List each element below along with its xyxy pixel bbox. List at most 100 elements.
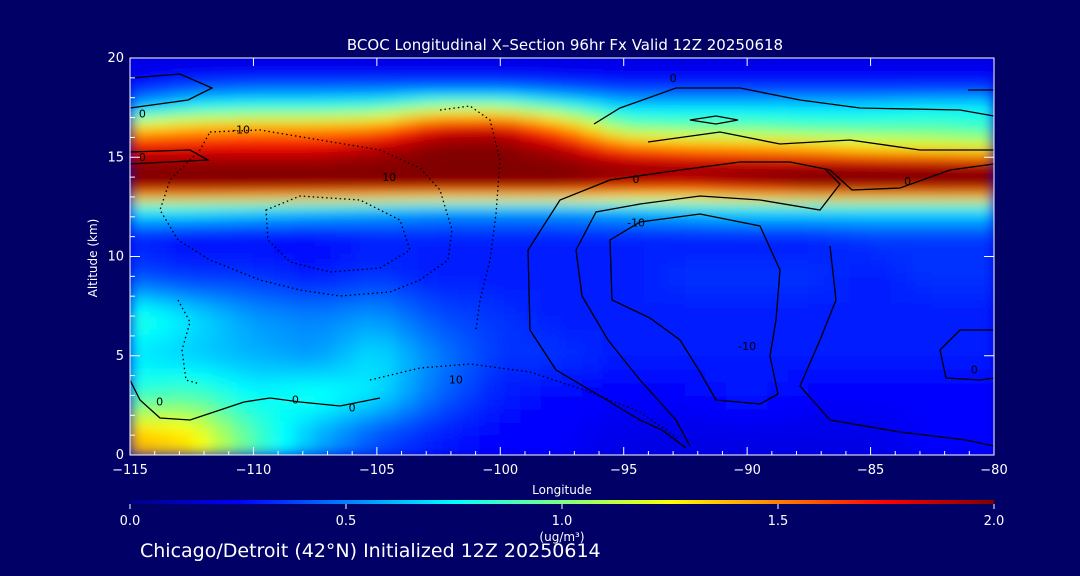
field-cell xyxy=(294,275,316,291)
field-cell xyxy=(952,216,974,228)
field-cell xyxy=(479,328,501,344)
field-cell xyxy=(808,80,830,89)
field-cell xyxy=(972,140,994,148)
field-cell xyxy=(972,179,994,188)
field-cell xyxy=(170,133,193,142)
field-cell xyxy=(335,236,357,251)
field-cell xyxy=(767,206,789,218)
field-cell xyxy=(396,87,419,95)
field-cell xyxy=(232,93,254,102)
field-cell xyxy=(252,394,275,410)
field-cell xyxy=(417,120,440,128)
field-cell xyxy=(808,289,830,304)
field-cell xyxy=(458,216,481,228)
field-cell xyxy=(540,236,563,251)
field-cell xyxy=(376,93,398,102)
field-cell xyxy=(582,140,604,148)
field-cell xyxy=(705,275,728,291)
field-cell xyxy=(232,368,254,383)
field-cell xyxy=(643,166,666,175)
field-cell xyxy=(684,153,707,162)
field-cell xyxy=(130,289,152,304)
field-cell xyxy=(499,275,522,291)
field-cell xyxy=(643,302,666,317)
field-cell xyxy=(294,342,316,357)
field-cell xyxy=(499,368,522,383)
colorbar-tick-label: 0.5 xyxy=(336,514,357,529)
field-cell xyxy=(849,368,872,383)
field-cell xyxy=(623,146,645,155)
field-cell xyxy=(582,93,604,102)
field-cell xyxy=(582,289,604,304)
field-cell xyxy=(849,186,872,195)
field-cell xyxy=(191,315,213,330)
field-cell xyxy=(746,80,769,89)
field-cell xyxy=(355,173,378,181)
field-cell xyxy=(376,67,398,76)
field-cell xyxy=(520,58,542,69)
field-cell xyxy=(499,113,522,122)
field-cell xyxy=(335,434,357,455)
field-cell xyxy=(294,160,316,168)
field-cell xyxy=(191,206,213,218)
field-cell xyxy=(417,394,440,410)
field-cell xyxy=(130,140,152,148)
field-cell xyxy=(540,58,563,69)
field-cell xyxy=(417,328,440,344)
field-cell xyxy=(355,140,378,148)
field-cell xyxy=(479,160,501,168)
field-cell xyxy=(684,368,707,383)
field-cell xyxy=(828,275,851,291)
field-cell xyxy=(890,394,913,410)
field-cell xyxy=(314,186,337,195)
field-cell xyxy=(849,179,872,188)
field-cell xyxy=(211,381,234,396)
field-cell xyxy=(561,173,584,181)
field-cell xyxy=(376,315,398,330)
field-cell xyxy=(520,434,542,455)
field-cell xyxy=(191,342,213,357)
field-cell xyxy=(726,179,748,188)
field-cell xyxy=(911,193,933,201)
field-cell xyxy=(890,262,913,277)
field-cell xyxy=(191,328,213,344)
field-cell xyxy=(972,249,994,264)
field-cell xyxy=(684,216,707,228)
field-cell xyxy=(746,74,769,82)
field-cell xyxy=(623,93,645,102)
field-cell xyxy=(684,113,707,122)
field-cell xyxy=(417,58,440,69)
field-cell xyxy=(746,434,769,455)
field-cell xyxy=(211,421,234,436)
field-cell xyxy=(582,113,604,122)
field-cell xyxy=(582,126,604,135)
field-cell xyxy=(664,236,686,251)
field-cell xyxy=(952,199,974,208)
field-cell xyxy=(705,289,728,304)
field-cell xyxy=(458,113,481,122)
contour-label: -10 xyxy=(627,217,645,230)
field-cell xyxy=(396,199,419,208)
field-cell xyxy=(479,58,501,69)
field-cell xyxy=(787,87,810,95)
field-cell xyxy=(623,133,645,142)
field-cell xyxy=(520,206,542,218)
field-cell xyxy=(335,140,357,148)
field-cell xyxy=(191,58,213,69)
field-cell xyxy=(705,140,728,148)
field-cell xyxy=(396,302,419,317)
field-cell xyxy=(828,173,851,181)
field-cell xyxy=(726,58,748,69)
field-cell xyxy=(520,160,542,168)
field-cell xyxy=(746,100,769,109)
field-cell xyxy=(705,216,728,228)
field-cell xyxy=(746,160,769,168)
field-cell xyxy=(458,166,481,175)
field-cell xyxy=(870,368,892,383)
field-cell xyxy=(150,186,172,195)
field-cell xyxy=(952,302,974,317)
field-cell xyxy=(294,206,316,218)
field-cell xyxy=(808,193,830,201)
field-cell xyxy=(191,120,213,128)
field-cell xyxy=(252,153,275,162)
